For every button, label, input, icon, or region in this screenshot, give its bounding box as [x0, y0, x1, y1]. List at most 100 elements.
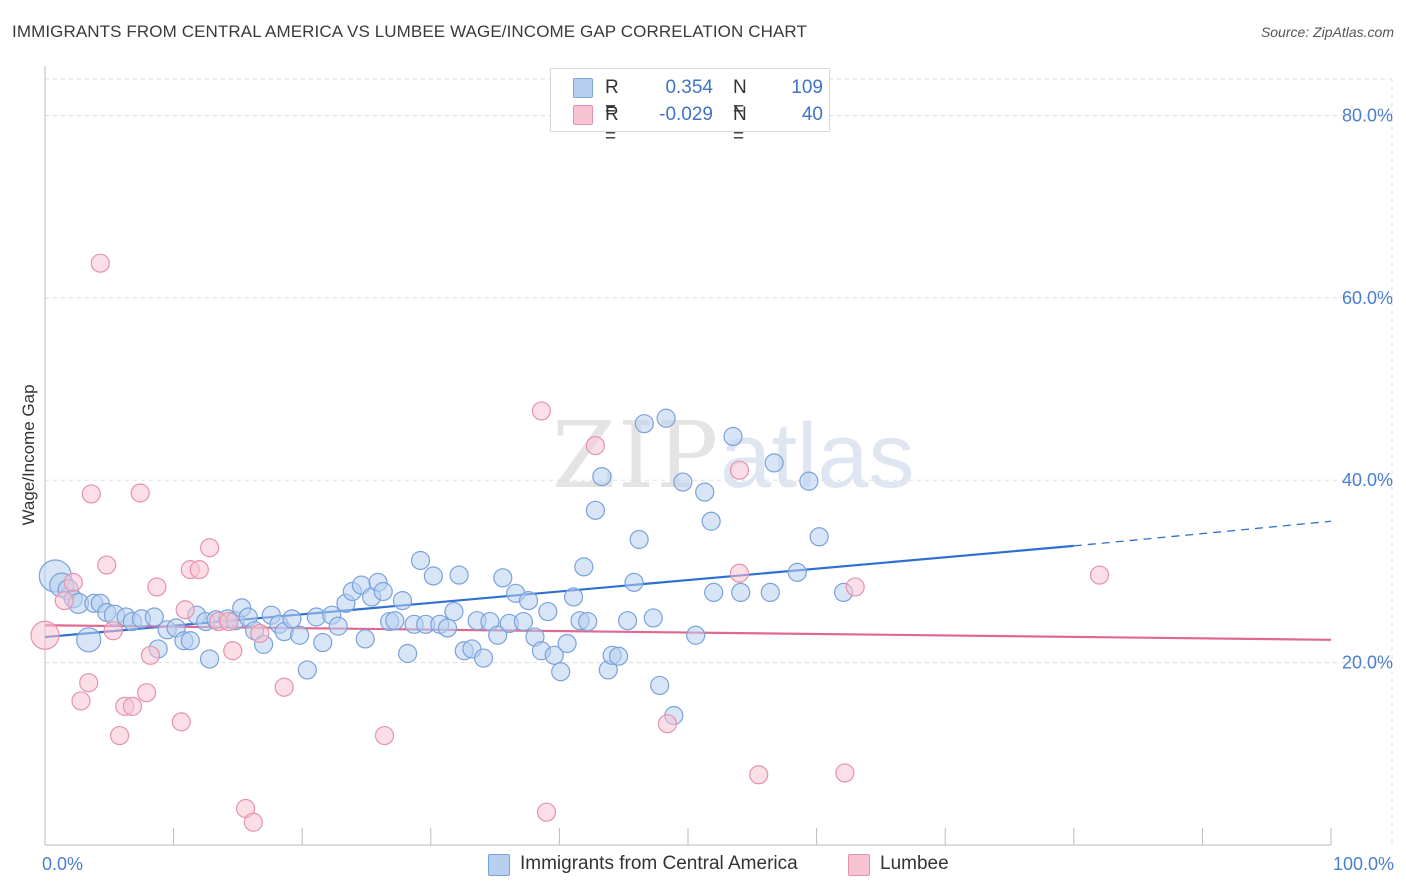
point-immigrants	[538, 601, 558, 622]
legend-n-label: N =	[733, 104, 747, 147]
point-immigrants	[518, 591, 539, 611]
point-lumbee	[749, 765, 769, 785]
y-tick-label: 60.0%	[1342, 288, 1393, 308]
point-immigrants	[423, 566, 443, 586]
legend-r-value: -0.029	[659, 104, 713, 125]
chart-title: IMMIGRANTS FROM CENTRAL AMERICA VS LUMBE…	[12, 22, 807, 41]
point-immigrants	[563, 587, 584, 607]
legend-swatch-lumbee	[573, 105, 593, 125]
legend-r-value: 0.354	[665, 77, 713, 98]
point-immigrants	[437, 618, 458, 638]
legend-n-value: 40	[801, 104, 823, 125]
point-lumbee	[200, 538, 220, 558]
point-immigrants	[473, 648, 494, 668]
point-immigrants	[488, 625, 508, 645]
point-immigrants	[686, 625, 706, 645]
point-lumbee	[657, 714, 678, 734]
point-lumbee	[30, 620, 60, 650]
point-lumbee	[54, 591, 74, 611]
point-immigrants	[656, 408, 676, 428]
point-lumbee	[71, 691, 91, 711]
point-lumbee	[140, 645, 161, 665]
legend-r-label: R =	[605, 77, 619, 120]
point-lumbee	[1089, 565, 1110, 585]
series-immigrants-points	[38, 408, 854, 726]
point-immigrants	[608, 646, 629, 666]
point-immigrants	[410, 550, 431, 571]
source-label: Source: ZipAtlas.com	[1260, 24, 1394, 40]
legend: R = 0.354 N = 109 R = -0.029 N = 40	[550, 68, 830, 147]
point-immigrants	[180, 631, 200, 651]
point-lumbee	[81, 484, 101, 504]
point-lumbee	[219, 611, 239, 632]
point-immigrants	[701, 511, 721, 531]
point-immigrants	[617, 611, 638, 631]
point-immigrants	[493, 568, 513, 588]
point-lumbee	[835, 763, 855, 783]
point-lumbee	[189, 560, 209, 580]
point-lumbee	[274, 677, 294, 697]
point-immigrants	[650, 675, 670, 696]
point-immigrants	[297, 660, 317, 680]
x-tick-label: 100.0%	[1333, 854, 1394, 874]
gridlines	[45, 78, 1393, 845]
point-immigrants	[373, 581, 393, 602]
point-immigrants	[144, 607, 164, 627]
legend-n-label: N =	[733, 77, 747, 120]
y-axis-label: Wage/Income Gap	[19, 384, 38, 525]
y-tick-label: 80.0%	[1342, 105, 1393, 125]
point-lumbee	[97, 555, 117, 575]
point-immigrants	[809, 527, 829, 547]
point-immigrants	[398, 643, 418, 664]
point-immigrants	[557, 633, 577, 654]
legend-swatch-immigrants	[573, 78, 593, 98]
bottom-legend-swatch-lumbee	[848, 854, 870, 876]
watermark: ZIPatlas	[552, 402, 915, 509]
point-lumbee	[109, 725, 130, 746]
point-immigrants	[760, 582, 780, 603]
point-lumbee	[136, 683, 157, 703]
point-lumbee	[845, 577, 865, 597]
point-lumbee	[729, 460, 750, 480]
point-lumbee	[531, 401, 551, 421]
watermark-atlas: atlas	[720, 405, 915, 507]
series-lumbee-points	[30, 253, 1110, 832]
point-immigrants	[328, 616, 348, 636]
axes	[44, 66, 1332, 846]
bottom-legend-label-lumbee: Lumbee	[880, 853, 949, 874]
point-immigrants	[200, 649, 220, 669]
point-immigrants	[723, 426, 743, 447]
point-immigrants	[76, 627, 102, 653]
point-lumbee	[122, 696, 143, 716]
point-immigrants	[551, 662, 571, 682]
point-lumbee	[147, 577, 167, 597]
point-immigrants	[704, 582, 724, 603]
point-immigrants	[673, 472, 693, 492]
point-lumbee	[103, 621, 123, 641]
point-immigrants	[544, 645, 564, 665]
point-lumbee	[536, 802, 557, 822]
point-lumbee	[243, 812, 263, 832]
point-immigrants	[313, 632, 333, 653]
point-immigrants	[392, 591, 413, 611]
point-immigrants	[787, 562, 807, 582]
point-immigrants	[799, 471, 819, 491]
point-immigrants	[355, 629, 375, 649]
legend-r-label: R =	[605, 104, 619, 147]
bottom-legend-swatch-immigrants	[488, 854, 510, 876]
watermark-zip: ZIP	[552, 402, 721, 509]
point-immigrants	[574, 557, 594, 577]
point-lumbee	[63, 572, 83, 592]
point-immigrants	[290, 625, 310, 645]
point-lumbee	[250, 623, 270, 644]
point-immigrants	[634, 414, 654, 434]
point-lumbee	[729, 563, 750, 583]
point-lumbee	[374, 725, 395, 746]
point-immigrants	[629, 529, 649, 550]
point-immigrants	[624, 572, 644, 592]
legend-n-value: 109	[791, 77, 823, 98]
point-immigrants	[282, 609, 302, 629]
point-immigrants	[764, 453, 784, 473]
tick-labels: 20.0% 40.0% 60.0% 80.0% 0.0% 100.0%	[42, 105, 1394, 874]
point-immigrants	[695, 482, 715, 502]
